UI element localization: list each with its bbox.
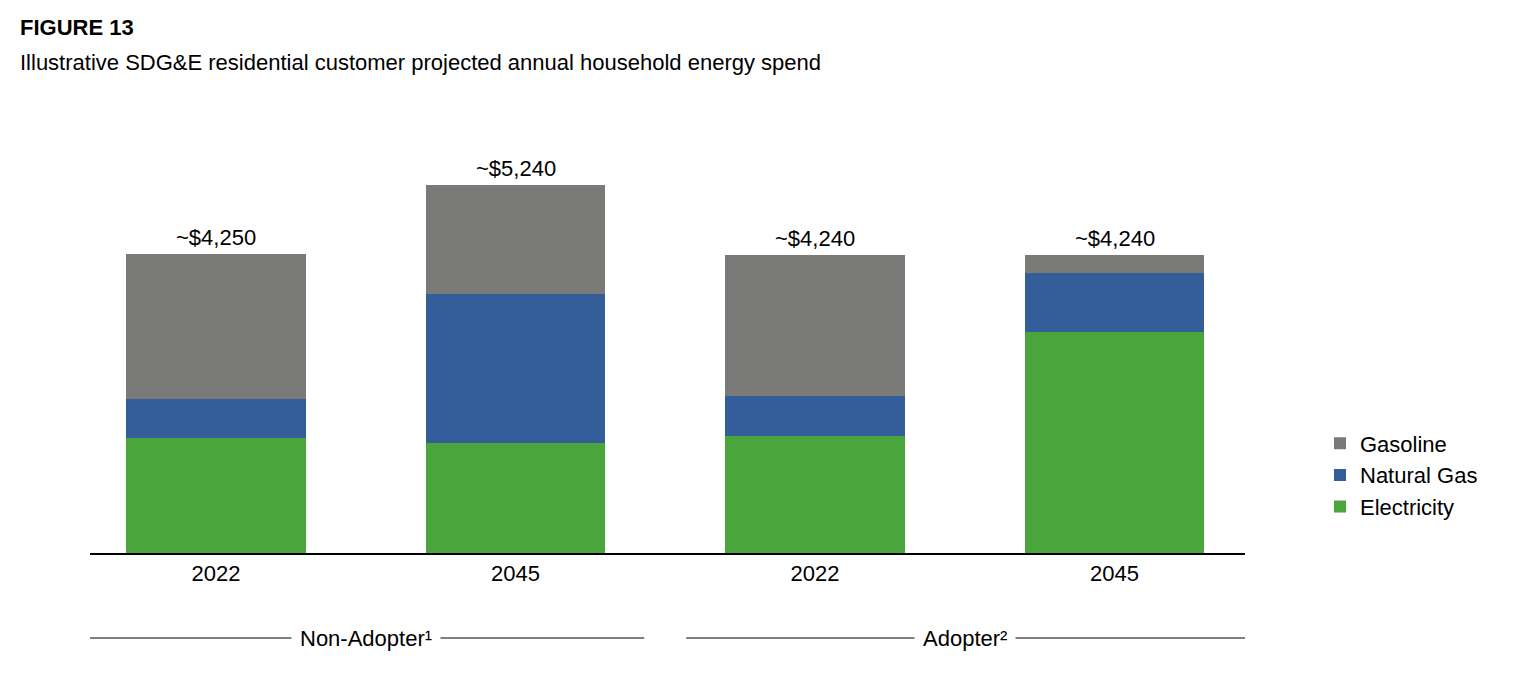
- svg-text:Adopter²: Adopter²: [923, 626, 1007, 651]
- svg-text:2022: 2022: [192, 561, 241, 586]
- svg-text:~$4,240: ~$4,240: [1075, 226, 1155, 251]
- svg-text:Electricity: Electricity: [1360, 495, 1454, 520]
- svg-text:Natural Gas: Natural Gas: [1360, 463, 1477, 488]
- svg-text:~$4,240: ~$4,240: [775, 226, 855, 251]
- svg-text:Illustrative SDG&E residential: Illustrative SDG&E residential customer …: [20, 50, 821, 75]
- svg-text:Non-Adopter¹: Non-Adopter¹: [300, 626, 432, 651]
- svg-text:2045: 2045: [491, 561, 540, 586]
- svg-text:2022: 2022: [791, 561, 840, 586]
- svg-text:Gasoline: Gasoline: [1360, 432, 1447, 457]
- svg-text:~$5,240: ~$5,240: [476, 156, 556, 181]
- svg-text:~$4,250: ~$4,250: [176, 225, 256, 250]
- svg-text:FIGURE 13: FIGURE 13: [20, 15, 134, 40]
- svg-text:2045: 2045: [1090, 561, 1139, 586]
